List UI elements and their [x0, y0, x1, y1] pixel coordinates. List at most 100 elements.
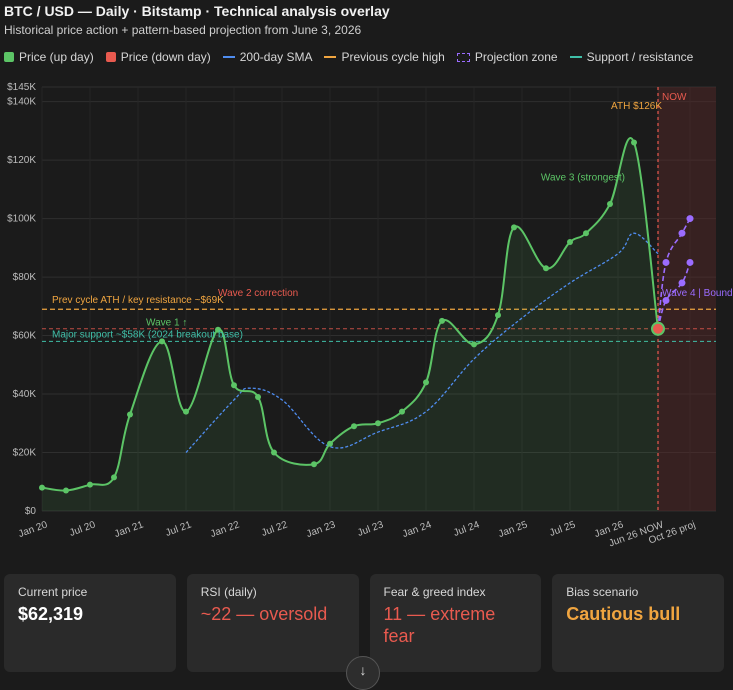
- price-point: [543, 265, 549, 272]
- card-value: ~22 — oversold: [200, 604, 328, 624]
- y-tick-label: $40K: [13, 389, 37, 400]
- projection-point: [686, 215, 694, 223]
- chart-title: BTC / USD — Daily · Bitstamp · Technical…: [4, 3, 390, 19]
- price-point: [183, 408, 189, 415]
- card-label: Fear & greed index: [383, 585, 486, 599]
- legend-swatch-projection: [456, 52, 470, 62]
- support-annotation: Major support ~$58K (2024 breakout base): [52, 329, 243, 340]
- legend-label-support: Support / resistance: [586, 50, 694, 64]
- wave2-annotation: Wave 2 correction: [218, 288, 298, 299]
- price-point: [39, 484, 45, 491]
- now-annotation: NOW: [662, 92, 687, 103]
- projection-point: [662, 258, 670, 266]
- x-tick-label: Jan 22: [209, 519, 241, 540]
- x-tick-label: Jul 25: [548, 519, 577, 539]
- price-point: [439, 317, 445, 324]
- y-tick-label: $20K: [13, 448, 37, 459]
- card-label: Bias scenario: [566, 585, 639, 599]
- prev-cycle-annotation: Prev cycle ATH / key resistance ~$69K: [52, 295, 224, 306]
- chart-legend: Price (up day) Price (down day) 200-day …: [4, 50, 705, 64]
- x-tick-label: Jul 21: [164, 519, 193, 539]
- projection-point: [678, 229, 686, 237]
- card-value: 11 — extreme fear: [383, 604, 496, 646]
- x-axis-ticks: Jan 20 Jul 20 Jan 21 Jul 21 Jan 22 Jul 22 Jan …: [17, 519, 697, 549]
- legend-item-sma[interactable]: 200-day SMA: [222, 50, 313, 64]
- y-tick-label: $60K: [13, 331, 37, 342]
- card-bias: Bias scenario Cautious bull: [552, 574, 724, 672]
- price-point: [311, 461, 317, 468]
- legend-swatch-price-down: [105, 52, 116, 62]
- price-point: [399, 408, 405, 415]
- price-point: [567, 238, 573, 245]
- legend-item-price-up[interactable]: Price (up day): [4, 50, 94, 64]
- price-line: [41, 137, 659, 492]
- chart-subtitle: Historical price action + pattern-based …: [4, 23, 362, 37]
- legend-label-prev-high: Previous cycle high: [341, 50, 445, 64]
- projection-point: [678, 279, 686, 287]
- x-tick-label: Jul 24: [452, 519, 481, 539]
- stats-cards: Current price $62,319 RSI (daily) ~22 — …: [4, 574, 724, 672]
- wave1-annotation: Wave 1 ↑: [146, 317, 187, 328]
- legend-swatch-price-up: [4, 52, 14, 62]
- legend-label-price-up: Price (up day): [19, 50, 94, 64]
- x-tick-label: Jan 24: [401, 519, 433, 540]
- price-points: [39, 139, 637, 494]
- price-point: [423, 379, 429, 386]
- price-point: [63, 487, 69, 494]
- projection-point: [662, 296, 670, 304]
- y-tick-label: $80K: [13, 272, 37, 283]
- card-rsi: RSI (daily) ~22 — oversold: [186, 574, 359, 672]
- price-area-fill: [42, 138, 658, 511]
- ath-annotation: ATH $126K: [611, 101, 662, 112]
- price-point: [631, 139, 637, 146]
- current-price-marker: [651, 321, 665, 336]
- projection-lower-line: [657, 262, 691, 329]
- projection-point: [686, 258, 694, 266]
- scroll-down-button[interactable]: ↓: [346, 656, 380, 690]
- x-tick-label: Jul 22: [260, 519, 289, 539]
- y-tick-label: $0: [25, 506, 37, 517]
- wave4-annotation: Wave 4 | Bound: [662, 288, 733, 299]
- legend-swatch-sma: [222, 56, 235, 58]
- price-point: [87, 481, 93, 488]
- price-point: [127, 411, 133, 418]
- price-point: [111, 474, 117, 481]
- y-tick-label: $140K: [7, 97, 36, 108]
- chart-grid: [41, 86, 716, 512]
- card-label: Current price: [18, 585, 88, 599]
- x-tick-label: Jan 23: [305, 519, 337, 540]
- card-current-price: Current price $62,319: [4, 574, 176, 672]
- card-fear-greed: Fear & greed index 11 — extreme fear: [369, 574, 542, 672]
- price-point: [375, 420, 381, 427]
- legend-swatch-prev-high: [324, 56, 337, 58]
- price-point: [495, 312, 501, 319]
- card-value: Cautious bull: [566, 604, 681, 624]
- legend-label-sma: 200-day SMA: [239, 50, 313, 64]
- x-tick-label: Jul 23: [356, 519, 385, 539]
- x-tick-label: Jul 20: [68, 519, 97, 539]
- legend-item-price-down[interactable]: Price (down day): [105, 50, 211, 64]
- price-point: [327, 440, 333, 447]
- price-point: [583, 230, 589, 237]
- legend-item-support[interactable]: Support / resistance: [569, 50, 694, 64]
- card-label: RSI (daily): [200, 585, 257, 599]
- wave3-annotation: Wave 3 (strongest): [541, 173, 625, 184]
- projection-upper-line: [657, 218, 691, 329]
- legend-item-prev-high[interactable]: Previous cycle high: [324, 50, 445, 64]
- price-point: [511, 224, 517, 231]
- price-point: [255, 393, 261, 400]
- legend-item-projection[interactable]: Projection zone: [456, 50, 558, 64]
- price-point: [215, 326, 221, 333]
- legend-label-price-down: Price (down day): [120, 50, 211, 64]
- price-point: [471, 341, 477, 348]
- legend-swatch-support: [569, 56, 582, 58]
- price-point: [271, 449, 277, 456]
- y-axis-ticks: $0 $20K $40K $60K $80K $100K $120K $140K $145K: [7, 82, 36, 517]
- y-tick-label: $120K: [7, 155, 36, 166]
- legend-label-projection: Projection zone: [474, 50, 558, 64]
- sma-line: [185, 232, 659, 453]
- price-point: [159, 338, 165, 345]
- card-value: $62,319: [18, 604, 84, 624]
- price-point: [231, 382, 237, 389]
- x-tick-label: Jan 21: [113, 519, 145, 540]
